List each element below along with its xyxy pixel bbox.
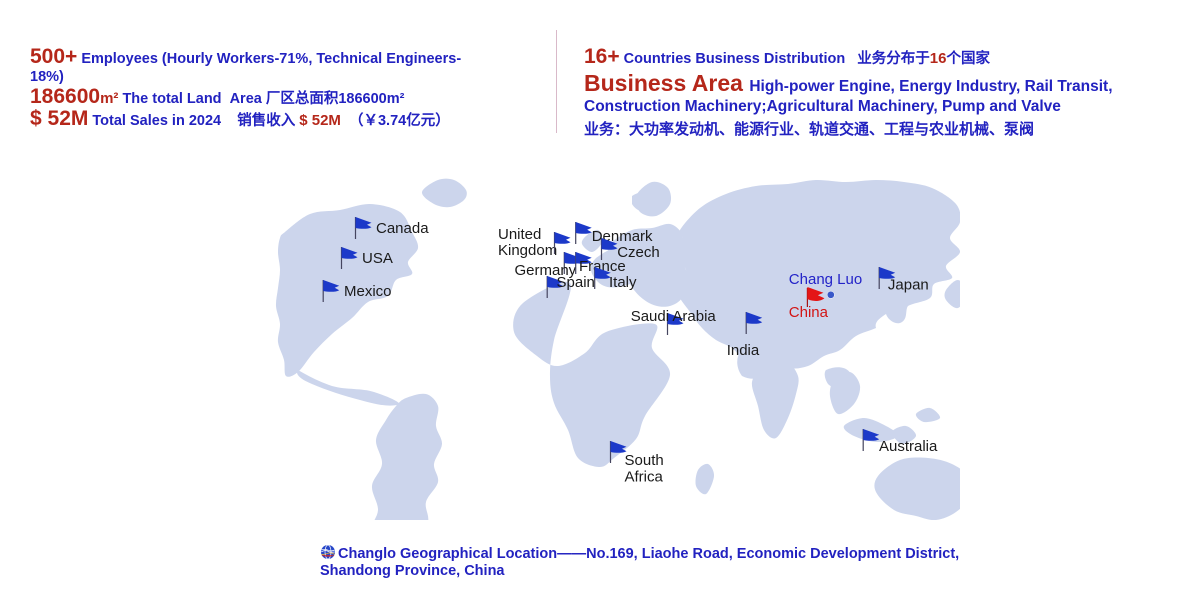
svg-text:Spain: Spain [557, 274, 595, 291]
svg-text:Italy: Italy [609, 274, 637, 291]
svg-text:South: South [625, 452, 664, 469]
svg-text:Japan: Japan [888, 277, 929, 294]
svg-text:United: United [498, 226, 541, 243]
svg-text:Saudi Arabia: Saudi Arabia [631, 308, 717, 325]
svg-text:Canada: Canada [376, 220, 429, 237]
svg-text:USA: USA [362, 250, 393, 267]
svg-text:China: China [789, 304, 829, 321]
svg-text:Mexico: Mexico [344, 283, 392, 300]
svg-text:Australia: Australia [879, 438, 938, 455]
svg-text:Africa: Africa [625, 469, 664, 486]
svg-text:Kingdom: Kingdom [498, 242, 557, 259]
svg-text:Chang Luo: Chang Luo [789, 271, 862, 288]
svg-text:India: India [727, 342, 760, 359]
